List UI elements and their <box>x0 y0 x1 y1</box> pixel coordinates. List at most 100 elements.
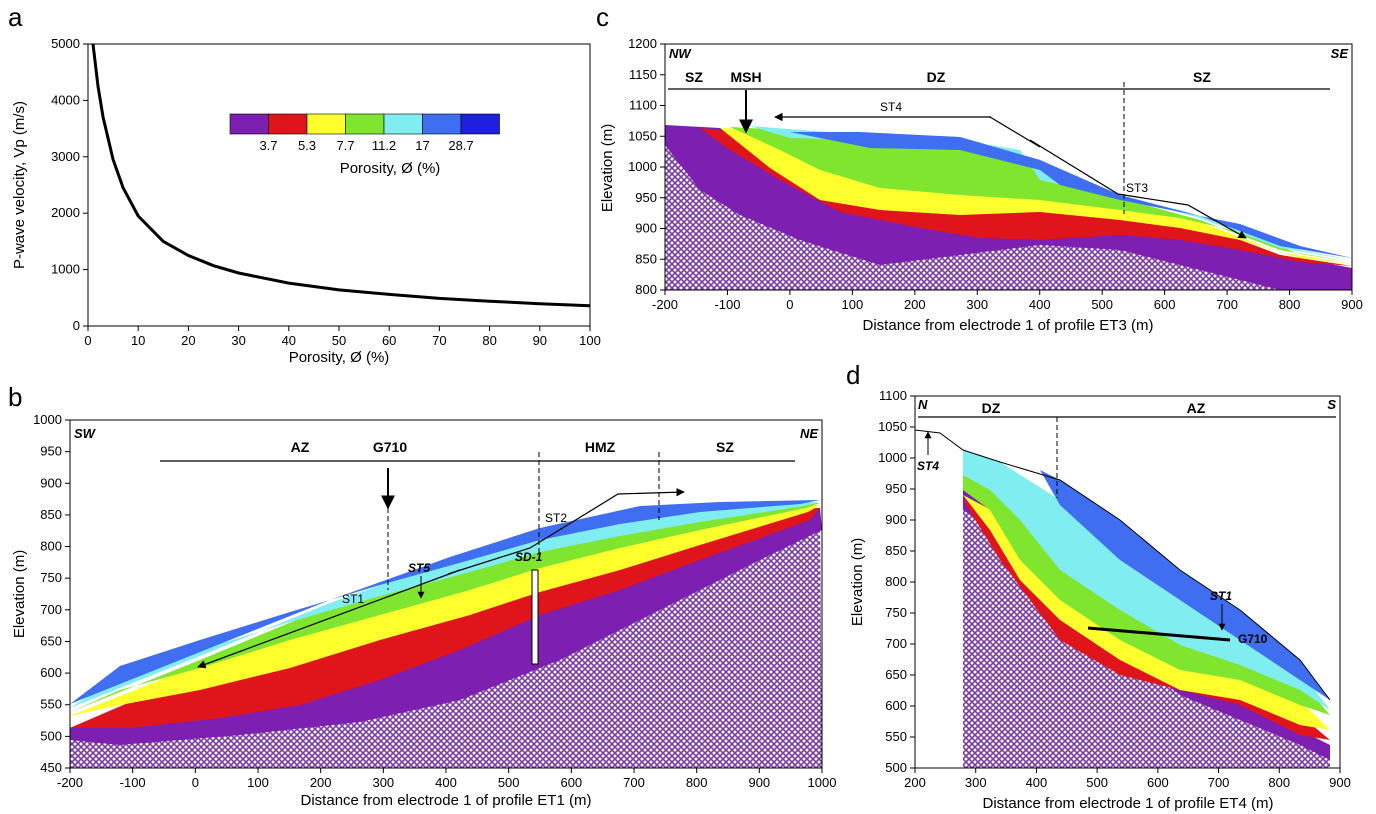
zone-az: AZ <box>291 439 310 455</box>
zone-sz-c1: SZ <box>685 69 703 85</box>
panel-b-xtick-label: 600 <box>560 775 582 790</box>
panel-b-xtick-label: 0 <box>192 775 199 790</box>
legend-bound-label: 5.3 <box>298 138 316 153</box>
panel-c-ytick-label: 950 <box>635 190 657 205</box>
legend-bound-label: 17 <box>415 138 429 153</box>
panel-b-xtick-label: 100 <box>247 775 269 790</box>
panel-b-ytick-label: 700 <box>40 602 62 617</box>
sd1-label: SD-1 <box>515 550 543 564</box>
panel-b-ytick-label: 950 <box>40 444 62 459</box>
st4-label-c: ST4 <box>880 100 902 114</box>
panel-b-xlabel: Distance from electrode 1 of profile ET1… <box>301 792 592 809</box>
panel-d-surface <box>914 429 1331 701</box>
panel-d-ytick-label: 700 <box>885 636 907 651</box>
panel-a-xtick-label: 60 <box>382 333 396 348</box>
panel-b-xtick-label: 500 <box>498 775 520 790</box>
zone-sz-b: SZ <box>716 439 734 455</box>
st1-arrow <box>197 569 461 669</box>
panel-b-corner-right: NE <box>800 426 818 441</box>
panel-b-zone-yellow <box>70 505 820 716</box>
panel-d-ytick-label: 750 <box>885 605 907 620</box>
zone-msh: MSH <box>730 69 761 85</box>
panel-d-xtick-label: 500 <box>1086 775 1108 790</box>
st1-label: ST1 <box>342 592 364 606</box>
panel-d-xtick-label: 300 <box>965 775 987 790</box>
panel-d-xtick-label: 200 <box>904 775 926 790</box>
panel-b-ytick-label: 550 <box>40 697 62 712</box>
panel-a-xtick-label: 10 <box>131 333 145 348</box>
panel-b-ytick-label: 650 <box>40 633 62 648</box>
panel-c-section: -200 -100 0 100 200 300 400 500 600 700 800 900 800 8… <box>599 36 1363 334</box>
panel-b-xtick-label: -100 <box>120 775 146 790</box>
zone-dz-d: DZ <box>982 400 1001 416</box>
panel-c-xtick-label: 100 <box>842 297 864 312</box>
panel-b-ytick-label: 1000 <box>33 412 62 427</box>
panel-a-xtick-label: 40 <box>282 333 296 348</box>
panel-a-xtick-label: 70 <box>432 333 446 348</box>
panel-d-ytick-label: 600 <box>885 698 907 713</box>
panel-c-zone-blue <box>790 132 1352 258</box>
panel-d-xtick-label: 700 <box>1208 775 1230 790</box>
st4-arrow-c <box>774 112 991 122</box>
panel-d-ytick-label: 650 <box>885 667 907 682</box>
panel-b-ytick-label: 900 <box>40 475 62 490</box>
legend-bound-label: 3.7 <box>259 138 277 153</box>
panel-c-ytick-label: 1200 <box>628 36 657 51</box>
g710-borehole-d <box>1087 626 1231 642</box>
panel-c-ytick-label: 1150 <box>629 67 657 82</box>
panel-c-corner-right: SE <box>1331 46 1349 61</box>
legend-swatch <box>422 113 462 135</box>
st2-arrow <box>447 488 685 575</box>
legend-swatch <box>383 113 423 135</box>
panel-b-xtick-label: -200 <box>57 775 83 790</box>
panel-d-ytick-label: 500 <box>885 760 907 775</box>
panel-b-ytick-label: 500 <box>40 728 62 743</box>
panel-b-corner-left: SW <box>74 426 97 441</box>
panel-c-ytick-label: 800 <box>635 282 657 297</box>
panel-letter-c: c <box>596 2 609 32</box>
panel-b-section: -200 -100 0 100 200 300 400 500 600 700 800 900 1000… <box>11 412 836 809</box>
panel-c-xtick-label: 600 <box>1154 297 1176 312</box>
panel-a-ytick-label: 1000 <box>51 262 80 277</box>
panel-a-xtick-label: 50 <box>332 333 346 348</box>
panel-a-velocity-curve <box>91 43 591 308</box>
zone-hmz: HMZ <box>585 439 616 455</box>
panel-c-ytick-label: 850 <box>635 251 657 266</box>
panel-b-xtick-label: 1000 <box>808 775 837 790</box>
panel-b-ytick-label: 850 <box>40 507 62 522</box>
zone-dz-c: DZ <box>927 69 946 85</box>
panel-c-xtick-label: 0 <box>786 297 793 312</box>
legend-bound-label: 28.7 <box>448 138 473 153</box>
panel-a-xtick-label: 0 <box>84 333 91 348</box>
panel-a-xtick-label: 90 <box>533 333 547 348</box>
panel-d-ytick-label: 800 <box>885 574 907 589</box>
panel-a-ytick-label: 2000 <box>51 205 80 220</box>
panel-d-xlabel: Distance from electrode 1 of profile ET4… <box>983 795 1274 812</box>
panel-a-xtick-label: 80 <box>482 333 496 348</box>
panel-d-ytick-label: 1100 <box>879 388 907 403</box>
panel-d-ytick-label: 550 <box>885 729 907 744</box>
panel-c-ylabel: Elevation (m) <box>599 124 616 212</box>
panel-d-xtick-label: 600 <box>1147 775 1169 790</box>
panel-c-xtick-label: 900 <box>1341 297 1363 312</box>
zone-az-d: AZ <box>1187 400 1206 416</box>
panel-c-corner-left: NW <box>669 46 692 61</box>
panel-d-ytick-label: 1000 <box>878 450 907 465</box>
st3-label: ST3 <box>1126 181 1148 195</box>
panel-d-corner-right: S <box>1327 397 1336 412</box>
panel-a-ytick-label: 0 <box>73 318 80 333</box>
st2-label: ST2 <box>545 511 567 525</box>
panel-c-xtick-label: 200 <box>904 297 926 312</box>
panel-a-chart: 0 10 20 30 40 50 60 70 80 90 100010002000300040005… <box>11 36 601 366</box>
panel-a-xtick-label: 30 <box>231 333 245 348</box>
panel-b-ytick-label: 450 <box>40 760 62 775</box>
panel-a-ytick-label: 4000 <box>51 92 80 107</box>
panel-a-xtick-label: 100 <box>579 333 601 348</box>
legend-bound-label: 11.2 <box>372 138 396 153</box>
panel-b-ylabel: Elevation (m) <box>11 550 28 638</box>
panel-c-ytick-label: 1100 <box>629 98 657 113</box>
panel-c-xtick-label: -200 <box>652 297 678 312</box>
panel-c-xtick-label: -100 <box>714 297 740 312</box>
panel-b-xtick-label: 300 <box>372 775 394 790</box>
panel-b-xtick-label: 700 <box>623 775 645 790</box>
